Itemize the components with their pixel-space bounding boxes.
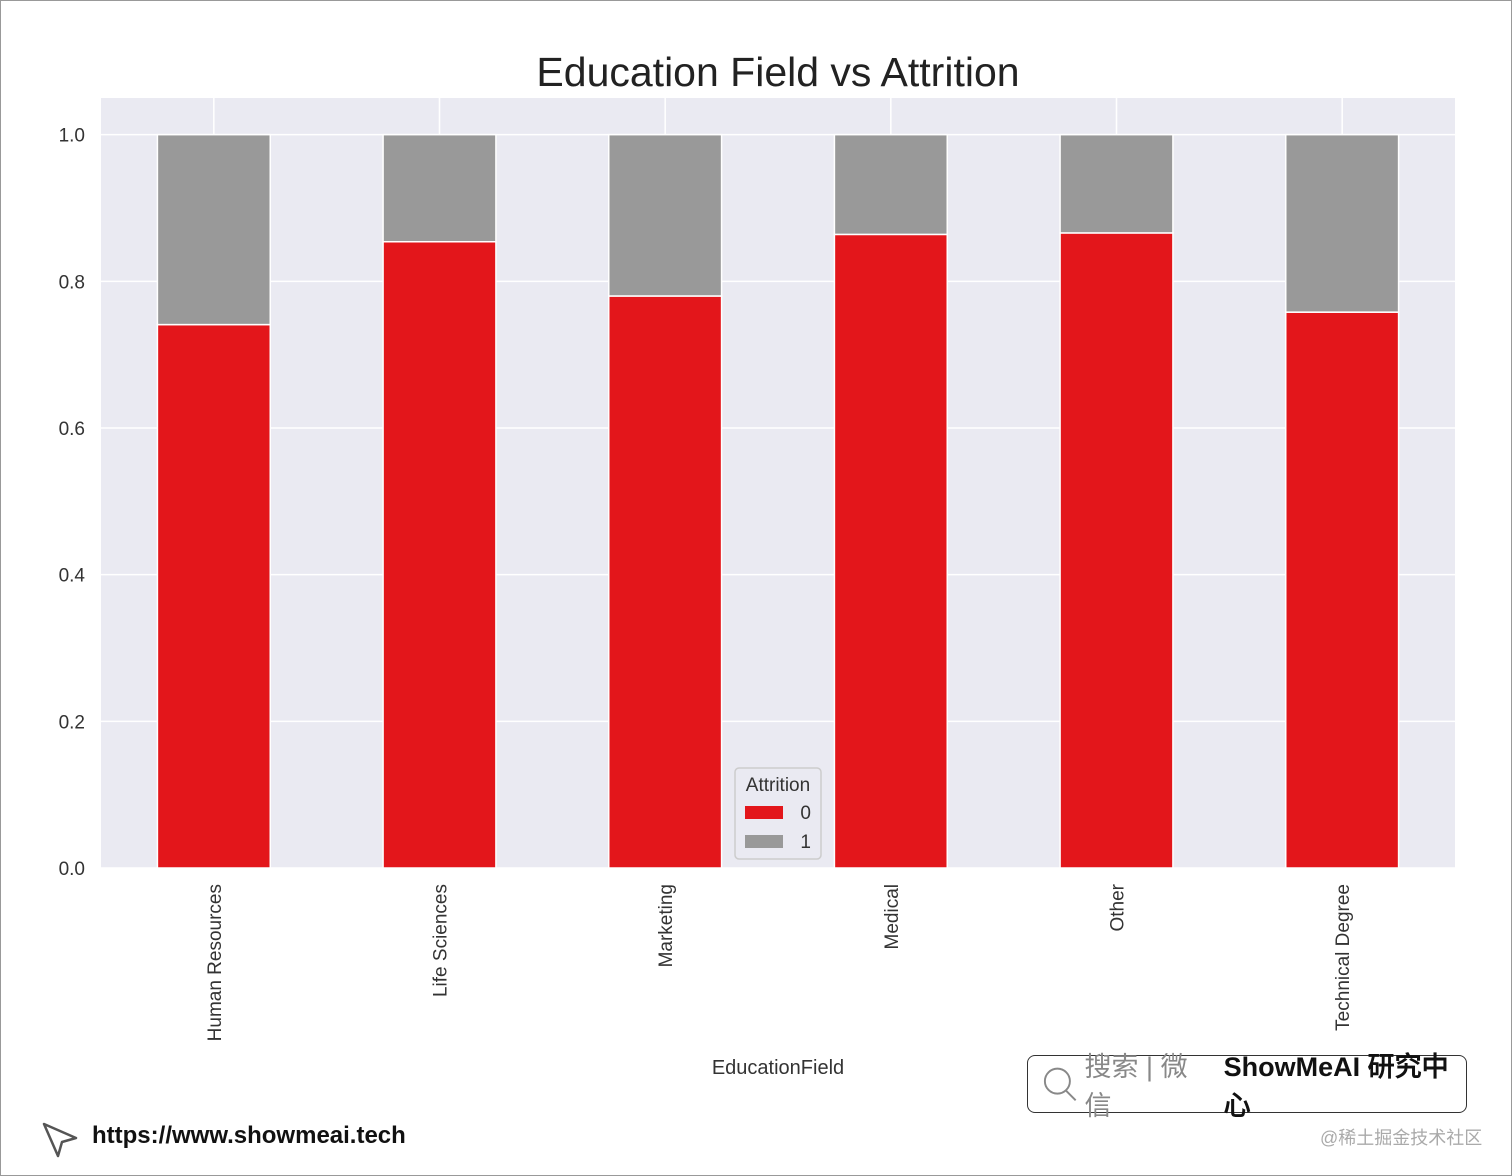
bar-segment-1: [608, 133, 723, 297]
legend-label: 1: [800, 832, 811, 853]
site-url: https://www.showmeai.tech: [92, 1122, 406, 1149]
cursor-icon: [42, 1122, 78, 1158]
credit-text: @稀土掘金技术社区: [1320, 1128, 1483, 1148]
bar-segment-0: [1285, 311, 1400, 869]
legend-title: Attrition: [746, 775, 810, 796]
x-axis-label: EducationField: [712, 1057, 844, 1079]
x-tick-label: Marketing: [656, 884, 677, 967]
y-tick-label: 0.8: [59, 272, 85, 293]
search-icon: [1043, 1067, 1077, 1102]
x-tick-label: Human Resources: [205, 884, 226, 1041]
legend-swatch: [745, 835, 783, 848]
bar-segment-1: [833, 133, 949, 236]
brand-name: ShowMeAI 研究中心: [1223, 1052, 1449, 1121]
chart-title: Education Field vs Attrition: [536, 49, 1019, 95]
x-tick-label: Technical Degree: [1333, 884, 1354, 1031]
x-tick-label: Life Sciences: [431, 884, 452, 997]
bar-segment-1: [1285, 133, 1400, 313]
bar-segment-0: [382, 240, 497, 869]
x-tick-label: Other: [1108, 883, 1129, 931]
bar-segment-0: [608, 295, 723, 869]
search-banner: 搜索 | 微信 ShowMeAI 研究中心: [1027, 1052, 1467, 1121]
bar-segment-1: [156, 133, 272, 326]
y-tick-label: 0.4: [59, 566, 86, 587]
x-tick-label: Medical: [882, 884, 903, 949]
y-tick-label: 0.0: [59, 859, 85, 880]
bar-segment-1: [1059, 133, 1174, 234]
legend-swatch: [745, 806, 783, 819]
bar-segment-0: [156, 323, 272, 869]
y-tick-label: 0.2: [59, 712, 85, 733]
search-prefix: 搜索 | 微信: [1084, 1052, 1188, 1121]
legend-label: 0: [800, 803, 811, 824]
plot-background: [101, 98, 1455, 868]
y-tick-label: 1.0: [59, 126, 85, 147]
y-tick-label: 0.6: [59, 419, 85, 440]
bar-segment-1: [382, 133, 497, 243]
bar-segment-0: [833, 233, 949, 869]
bar-segment-0: [1059, 232, 1174, 869]
